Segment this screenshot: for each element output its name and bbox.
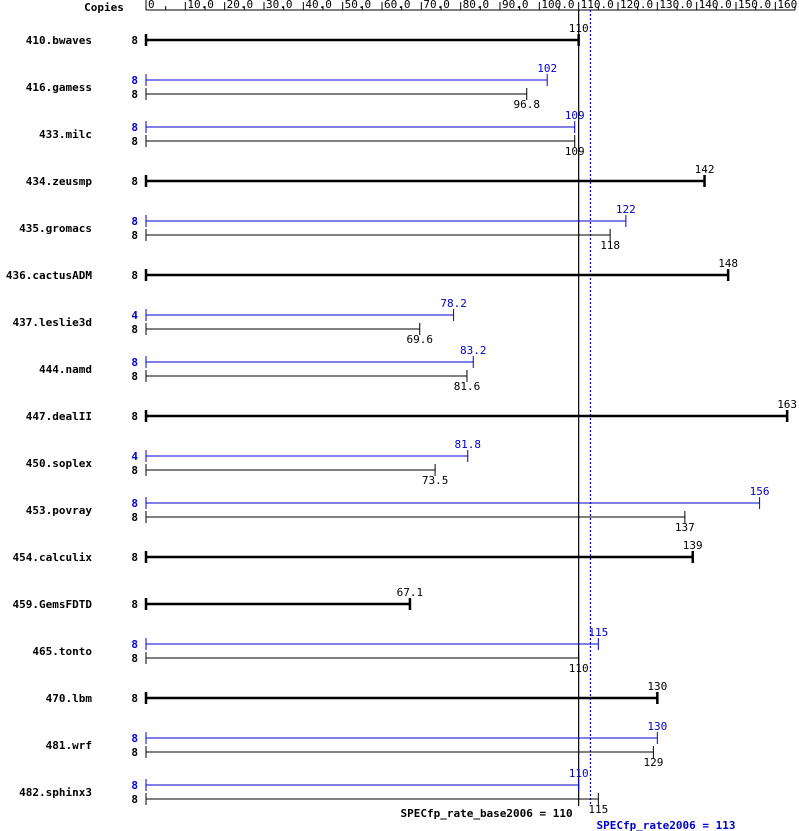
svg-text:8: 8 xyxy=(131,497,138,510)
svg-text:73.5: 73.5 xyxy=(422,474,449,487)
svg-text:20.0: 20.0 xyxy=(227,0,254,11)
svg-text:8: 8 xyxy=(131,732,138,745)
svg-text:115: 115 xyxy=(588,626,608,639)
svg-text:81.8: 81.8 xyxy=(454,438,481,451)
svg-text:465.tonto: 465.tonto xyxy=(32,645,92,658)
svg-text:129: 129 xyxy=(643,756,663,769)
svg-text:8: 8 xyxy=(131,746,138,759)
svg-text:139: 139 xyxy=(683,539,703,552)
svg-text:83.2: 83.2 xyxy=(460,344,487,357)
svg-text:8: 8 xyxy=(131,135,138,148)
svg-text:115: 115 xyxy=(588,803,608,816)
svg-text:8: 8 xyxy=(131,74,138,87)
spec-benchmark-chart: Copies 0 10.0 20.0 30.0 40.0 50.0 60.0 70.0 80.0 9… xyxy=(0,0,799,831)
svg-text:481.wrf: 481.wrf xyxy=(46,739,92,752)
svg-text:459.GemsFDTD: 459.GemsFDTD xyxy=(13,598,93,611)
svg-text:SPECfp_rate2006 = 113: SPECfp_rate2006 = 113 xyxy=(596,819,735,831)
svg-text:444.namd: 444.namd xyxy=(39,363,92,376)
svg-text:130: 130 xyxy=(647,680,667,693)
svg-text:410.bwaves: 410.bwaves xyxy=(26,34,92,47)
svg-text:81.6: 81.6 xyxy=(454,380,481,393)
svg-text:8: 8 xyxy=(131,511,138,524)
svg-text:8: 8 xyxy=(131,551,138,564)
svg-text:80.0: 80.0 xyxy=(463,0,490,11)
svg-text:130.0: 130.0 xyxy=(659,0,692,11)
svg-text:435.gromacs: 435.gromacs xyxy=(19,222,92,235)
svg-text:130: 130 xyxy=(647,720,667,733)
svg-text:8: 8 xyxy=(131,323,138,336)
svg-text:4: 4 xyxy=(131,450,138,463)
svg-text:482.sphinx3: 482.sphinx3 xyxy=(19,786,92,799)
svg-text:109: 109 xyxy=(565,145,585,158)
svg-text:8: 8 xyxy=(131,793,138,806)
svg-text:140.0: 140.0 xyxy=(699,0,732,11)
svg-text:450.soplex: 450.soplex xyxy=(26,457,93,470)
svg-text:156: 156 xyxy=(750,485,770,498)
svg-text:454.calculix: 454.calculix xyxy=(13,551,93,564)
svg-text:470.lbm: 470.lbm xyxy=(46,692,93,705)
svg-text:120.0: 120.0 xyxy=(620,0,653,11)
svg-text:8: 8 xyxy=(131,175,138,188)
svg-text:8: 8 xyxy=(131,692,138,705)
svg-text:78.2: 78.2 xyxy=(440,297,467,310)
svg-text:60.0: 60.0 xyxy=(384,0,411,11)
svg-text:40.0: 40.0 xyxy=(305,0,332,11)
svg-text:8: 8 xyxy=(131,269,138,282)
svg-text:433.milc: 433.milc xyxy=(39,128,92,141)
svg-text:8: 8 xyxy=(131,121,138,134)
svg-text:8: 8 xyxy=(131,370,138,383)
svg-text:416.gamess: 416.gamess xyxy=(26,81,92,94)
svg-text:100.0: 100.0 xyxy=(541,0,574,11)
svg-text:8: 8 xyxy=(131,356,138,369)
svg-text:453.povray: 453.povray xyxy=(26,504,93,517)
svg-text:8: 8 xyxy=(131,410,138,423)
svg-text:118: 118 xyxy=(600,239,620,252)
svg-text:102: 102 xyxy=(537,62,557,75)
svg-text:96.8: 96.8 xyxy=(513,98,540,111)
svg-text:8: 8 xyxy=(131,464,138,477)
svg-text:447.dealII: 447.dealII xyxy=(26,410,92,423)
svg-text:436.cactusADM: 436.cactusADM xyxy=(6,269,92,282)
svg-text:8: 8 xyxy=(131,215,138,228)
svg-text:109: 109 xyxy=(565,109,585,122)
svg-text:8: 8 xyxy=(131,652,138,665)
svg-text:8: 8 xyxy=(131,779,138,792)
svg-text:150.0: 150.0 xyxy=(738,0,771,11)
svg-text:8: 8 xyxy=(131,598,138,611)
svg-text:110: 110 xyxy=(569,662,589,675)
svg-text:SPECfp_rate_base2006 = 110: SPECfp_rate_base2006 = 110 xyxy=(400,807,572,820)
svg-text:70.0: 70.0 xyxy=(423,0,450,11)
svg-text:122: 122 xyxy=(616,203,636,216)
svg-text:434.zeusmp: 434.zeusmp xyxy=(26,175,93,188)
svg-text:67.1: 67.1 xyxy=(397,586,424,599)
svg-text:69.6: 69.6 xyxy=(407,333,434,346)
svg-text:30.0: 30.0 xyxy=(266,0,293,11)
svg-text:437.leslie3d: 437.leslie3d xyxy=(13,316,92,329)
svg-text:Copies: Copies xyxy=(84,1,124,14)
svg-text:148: 148 xyxy=(718,257,738,270)
svg-text:10.0: 10.0 xyxy=(187,0,214,11)
svg-text:137: 137 xyxy=(675,521,695,534)
svg-text:8: 8 xyxy=(131,638,138,651)
svg-text:50.0: 50.0 xyxy=(345,0,372,11)
svg-text:0: 0 xyxy=(148,0,155,11)
svg-text:163: 163 xyxy=(777,398,797,411)
svg-text:4: 4 xyxy=(131,309,138,322)
svg-text:8: 8 xyxy=(131,34,138,47)
svg-text:110.0: 110.0 xyxy=(581,0,614,11)
svg-text:90.0: 90.0 xyxy=(502,0,529,11)
svg-text:110: 110 xyxy=(569,22,589,35)
svg-text:110: 110 xyxy=(569,767,589,780)
svg-text:142: 142 xyxy=(695,163,715,176)
svg-text:160.0: 160.0 xyxy=(777,0,799,11)
svg-text:8: 8 xyxy=(131,88,138,101)
svg-text:8: 8 xyxy=(131,229,138,242)
